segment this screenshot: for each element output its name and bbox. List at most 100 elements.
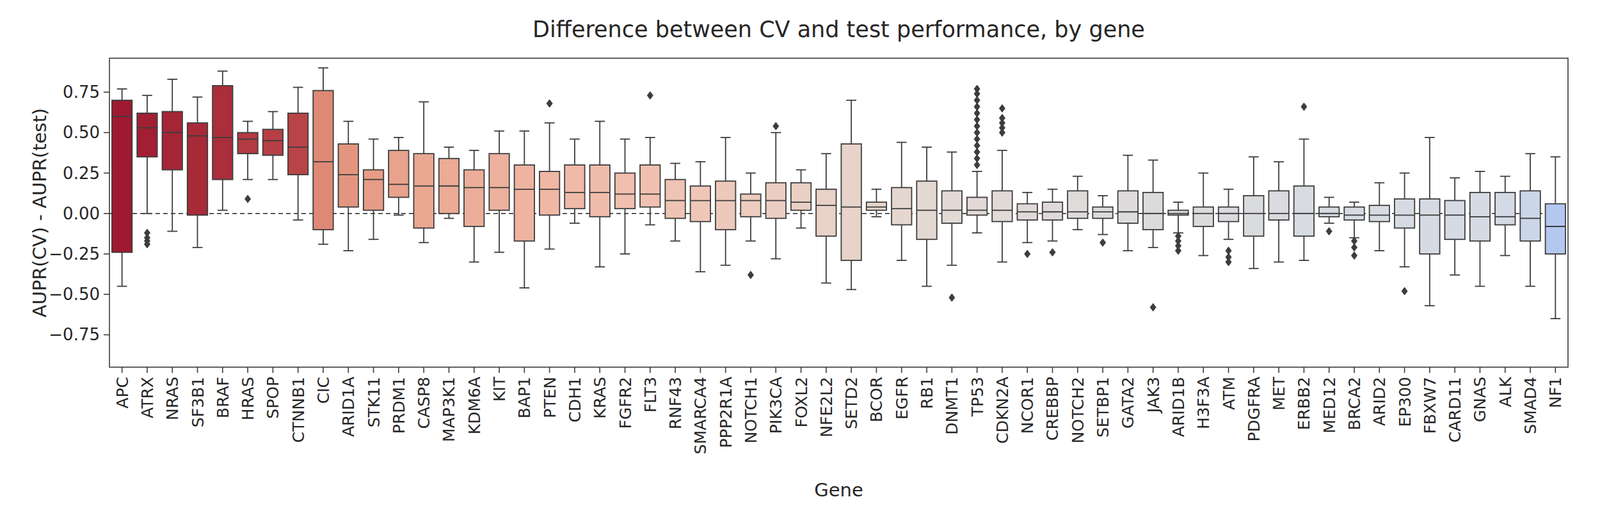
x-tick: [624, 367, 626, 374]
whisker-high: [1504, 176, 1506, 193]
box-body: [162, 111, 183, 170]
x-tick: [1479, 367, 1481, 374]
median: [690, 200, 711, 202]
x-tick-label: SPOP: [263, 376, 283, 420]
box: [564, 138, 585, 223]
median: [338, 174, 359, 176]
box-body: [212, 85, 233, 180]
whisker-high: [800, 169, 802, 183]
whisker-high: [297, 87, 299, 114]
box-body: [187, 122, 208, 216]
box-body: [1268, 190, 1289, 221]
whisker-high: [1479, 171, 1481, 193]
box-body: [615, 173, 635, 210]
whisker-high: [347, 121, 349, 144]
box: [1470, 171, 1490, 287]
x-tick-label: SF3B1: [188, 376, 208, 428]
whisker-low: [750, 216, 752, 242]
whisker-high: [876, 189, 878, 203]
whisker-high: [850, 100, 852, 144]
x-tick: [171, 367, 173, 374]
median: [589, 192, 610, 194]
x-tick: [297, 367, 299, 374]
x-tick-label: CTNNB1: [289, 376, 308, 443]
outlier: [647, 91, 653, 100]
median: [136, 127, 157, 129]
median: [488, 186, 509, 189]
cap-low: [896, 259, 907, 262]
box-body: [136, 113, 157, 157]
box-body: [488, 153, 509, 211]
median: [740, 200, 761, 202]
x-tick-label: PTEN: [540, 376, 560, 419]
box: [338, 121, 359, 251]
cap-high: [142, 94, 153, 96]
y-tick-label: 0.25: [62, 163, 100, 184]
outlier: [999, 104, 1005, 112]
cap-high: [645, 136, 656, 139]
x-tick: [725, 367, 727, 374]
x-tick: [574, 367, 576, 374]
whisker-high: [473, 150, 475, 170]
box: [413, 101, 434, 243]
box: [866, 189, 887, 217]
cap-low: [1248, 268, 1259, 270]
median: [1520, 217, 1540, 219]
x-tick-label: PPP2R1A: [716, 376, 736, 449]
box: [312, 67, 333, 245]
cap-low: [217, 209, 228, 212]
box-body: [866, 202, 887, 211]
whisker-high: [1353, 202, 1355, 208]
median: [1218, 213, 1239, 215]
median: [413, 185, 434, 187]
box-body: [766, 183, 786, 219]
whisker-low: [599, 216, 601, 267]
whisker-low: [926, 239, 928, 287]
y-tick-label: 0.50: [62, 122, 100, 143]
x-tick-label: JAK3: [1144, 376, 1163, 415]
median: [791, 201, 811, 203]
box: [1419, 137, 1440, 306]
median: [1067, 211, 1088, 213]
whisker-low: [1303, 236, 1305, 261]
whisker-low: [448, 213, 450, 219]
cap-low: [946, 264, 957, 267]
cap-high: [444, 146, 455, 148]
box-body: [1168, 210, 1188, 216]
box-body: [715, 181, 736, 230]
cap-low: [242, 179, 253, 181]
cap-low: [343, 250, 354, 252]
y-tick: [103, 132, 110, 134]
cap-low: [1475, 286, 1486, 288]
cap-high: [117, 88, 128, 90]
whisker-high: [1529, 153, 1531, 191]
cap-low: [997, 261, 1008, 264]
cap-high: [1475, 170, 1486, 173]
whisker-high: [197, 97, 199, 123]
x-tick-label: NCOR1: [1018, 376, 1037, 434]
x-tick: [398, 367, 400, 374]
median: [212, 136, 233, 139]
whisker-low: [1102, 218, 1104, 235]
outlier: [245, 195, 251, 203]
x-tick-label: CARD11: [1445, 376, 1465, 443]
x-tick: [901, 367, 903, 374]
x-tick: [1328, 367, 1330, 374]
outlier: [999, 114, 1005, 123]
cap-high: [745, 172, 756, 175]
cap-high: [1374, 182, 1385, 184]
x-tick-label: NF1: [1546, 376, 1565, 409]
cap-high: [796, 169, 807, 171]
plot-area: [109, 67, 1568, 319]
x-tick: [423, 367, 425, 374]
x-tick-label: PIK3CA: [766, 376, 786, 434]
cap-high: [1047, 188, 1058, 191]
box-body: [464, 169, 484, 227]
x-tick-label: PDGFRA: [1244, 376, 1264, 443]
whisker-high: [498, 131, 500, 154]
whisker-low: [1554, 254, 1556, 319]
x-tick-label: NOTCH1: [741, 376, 761, 444]
x-tick-label: MET: [1269, 376, 1289, 411]
x-tick-label: KRAS: [590, 376, 610, 420]
box: [715, 137, 736, 266]
